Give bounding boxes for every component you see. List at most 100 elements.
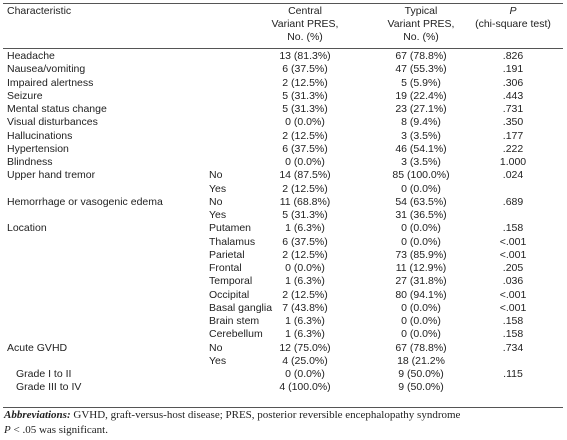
cell-central: 2 (12.5%) — [282, 76, 328, 89]
cell-typical: 9 (50.0%) — [398, 368, 444, 380]
header-rule — [3, 48, 563, 49]
header-characteristic: Characteristic — [7, 5, 72, 17]
cell-central: 14 (87.5%) — [279, 169, 331, 182]
header-central: Central — [288, 5, 322, 17]
row-sublabel: Cerebellum — [209, 328, 263, 341]
cell-typical: 0 (0.0%) — [401, 235, 441, 248]
cell-central: 2 (12.5%) — [282, 129, 328, 142]
abbreviations-text: GVHD, graft-versus-host disease; PRES, p… — [70, 409, 461, 421]
cell-p: .731 — [502, 103, 524, 115]
cell-typical: 67 (78.8%) — [395, 50, 447, 62]
header-p: (chi-square test) — [475, 18, 551, 30]
cell-typical: 23 (27.1%) — [395, 103, 447, 115]
cell-central: 2 (12.5%) — [282, 248, 328, 261]
cell-central: 1 (6.3%) — [285, 315, 325, 327]
row-label: Impaired alertness — [7, 76, 94, 89]
cell-typical: 11 (12.9%) — [395, 262, 447, 274]
cell-typical: 47 (55.3%) — [395, 63, 447, 76]
row-label: Grade III to IV — [16, 381, 82, 394]
significance-text: < .05 was significant. — [10, 424, 108, 436]
row-label: Blindness — [7, 156, 53, 168]
row-sublabel: Parietal — [209, 248, 245, 261]
cell-typical: 0 (0.0%) — [401, 222, 441, 235]
cell-central: 5 (31.3%) — [282, 209, 328, 221]
row-label: Grade I to II — [16, 368, 72, 380]
cell-central: 6 (37.5%) — [282, 63, 328, 76]
cell-p: .115 — [503, 368, 523, 380]
cell-typical: 0 (0.0%) — [401, 182, 441, 195]
cell-typical: 9 (50.0%) — [398, 381, 444, 394]
row-sublabel: No — [209, 195, 223, 208]
cell-central: 6 (37.5%) — [282, 142, 328, 155]
header-central: Variant PRES, — [271, 18, 339, 30]
row-sublabel: Yes — [209, 209, 227, 221]
row-sublabel: Frontal — [209, 262, 242, 274]
cell-typical: 27 (31.8%) — [395, 275, 447, 288]
row-label: Mental status change — [7, 103, 107, 115]
row-label: Location — [7, 222, 47, 235]
cell-p: .191 — [502, 63, 524, 76]
cell-p: .350 — [502, 116, 524, 129]
cell-p: .158 — [502, 222, 524, 235]
header-central: No. (%) — [287, 31, 323, 43]
header-typical: Typical — [404, 5, 438, 17]
cell-p: .306 — [502, 76, 524, 89]
row-sublabel: Temporal — [209, 275, 253, 288]
cell-typical: 3 (3.5%) — [401, 156, 441, 168]
row-label: Upper hand tremor — [7, 169, 96, 182]
cell-typical: 18 (21.2% — [397, 354, 445, 367]
cell-typical: 46 (54.1%) — [395, 142, 447, 155]
cell-central: 0 (0.0%) — [285, 116, 325, 129]
cell-typical: 19 (22.4%) — [395, 89, 447, 102]
top-rule — [3, 3, 563, 4]
row-label: Hypertension — [7, 142, 69, 155]
row-sublabel: Occipital — [209, 288, 250, 301]
header-typical: No. (%) — [403, 31, 439, 43]
row-sublabel: Yes — [209, 182, 227, 195]
cell-typical: 73 (85.9%) — [395, 248, 447, 261]
cell-central: 7 (43.8%) — [282, 301, 328, 314]
cell-central: 1 (6.3%) — [285, 222, 325, 235]
cell-p: .177 — [502, 129, 524, 142]
cell-central: 5 (31.3%) — [282, 103, 328, 115]
cell-central: 4 (100.0%) — [279, 381, 331, 394]
row-sublabel: Brain stem — [209, 315, 260, 327]
footnote-abbreviations: Abbreviations: GVHD, graft-versus-host d… — [4, 409, 460, 422]
cell-typical: 0 (0.0%) — [401, 301, 441, 314]
cell-central: 11 (68.8%) — [279, 195, 331, 208]
cell-central: 2 (12.5%) — [282, 182, 328, 195]
cell-central: 0 (0.0%) — [285, 262, 325, 274]
cell-p: .443 — [502, 89, 524, 102]
row-label: Acute GVHD — [7, 341, 68, 354]
footnote-significance: P < .05 was significant. — [4, 424, 108, 437]
row-sublabel: Basal ganglia — [209, 301, 273, 314]
row-sublabel: Yes — [209, 354, 227, 367]
row-label: Headache — [7, 50, 55, 62]
cell-typical: 85 (100.0%) — [392, 169, 450, 182]
row-sublabel: Putamen — [209, 222, 252, 235]
cell-p: .036 — [502, 275, 524, 288]
bottom-rule — [3, 407, 563, 408]
row-sublabel: No — [209, 169, 223, 182]
cell-central: 1 (6.3%) — [285, 328, 325, 341]
cell-p: .734 — [502, 341, 524, 354]
cell-central: 4 (25.0%) — [282, 354, 328, 367]
cell-p: <.001 — [499, 235, 527, 248]
cell-p: .826 — [502, 50, 524, 62]
cell-typical: 31 (36.5%) — [395, 209, 447, 221]
p-symbol: P — [4, 424, 11, 436]
row-sublabel: No — [209, 341, 223, 354]
row-sublabel: Thalamus — [209, 235, 256, 248]
cell-central: 6 (37.5%) — [282, 235, 328, 248]
row-label: Seizure — [7, 89, 43, 102]
cell-typical: 0 (0.0%) — [401, 315, 441, 327]
row-label: Visual disturbances — [7, 116, 98, 129]
cell-typical: 8 (9.4%) — [401, 116, 441, 129]
cell-central: 1 (6.3%) — [285, 275, 325, 288]
cell-p: .222 — [502, 142, 524, 155]
cell-central: 12 (75.0%) — [279, 341, 331, 354]
cell-typical: 67 (78.8%) — [395, 341, 447, 354]
cell-typical: 0 (0.0%) — [401, 328, 441, 341]
row-label: Hallucinations — [7, 129, 73, 142]
